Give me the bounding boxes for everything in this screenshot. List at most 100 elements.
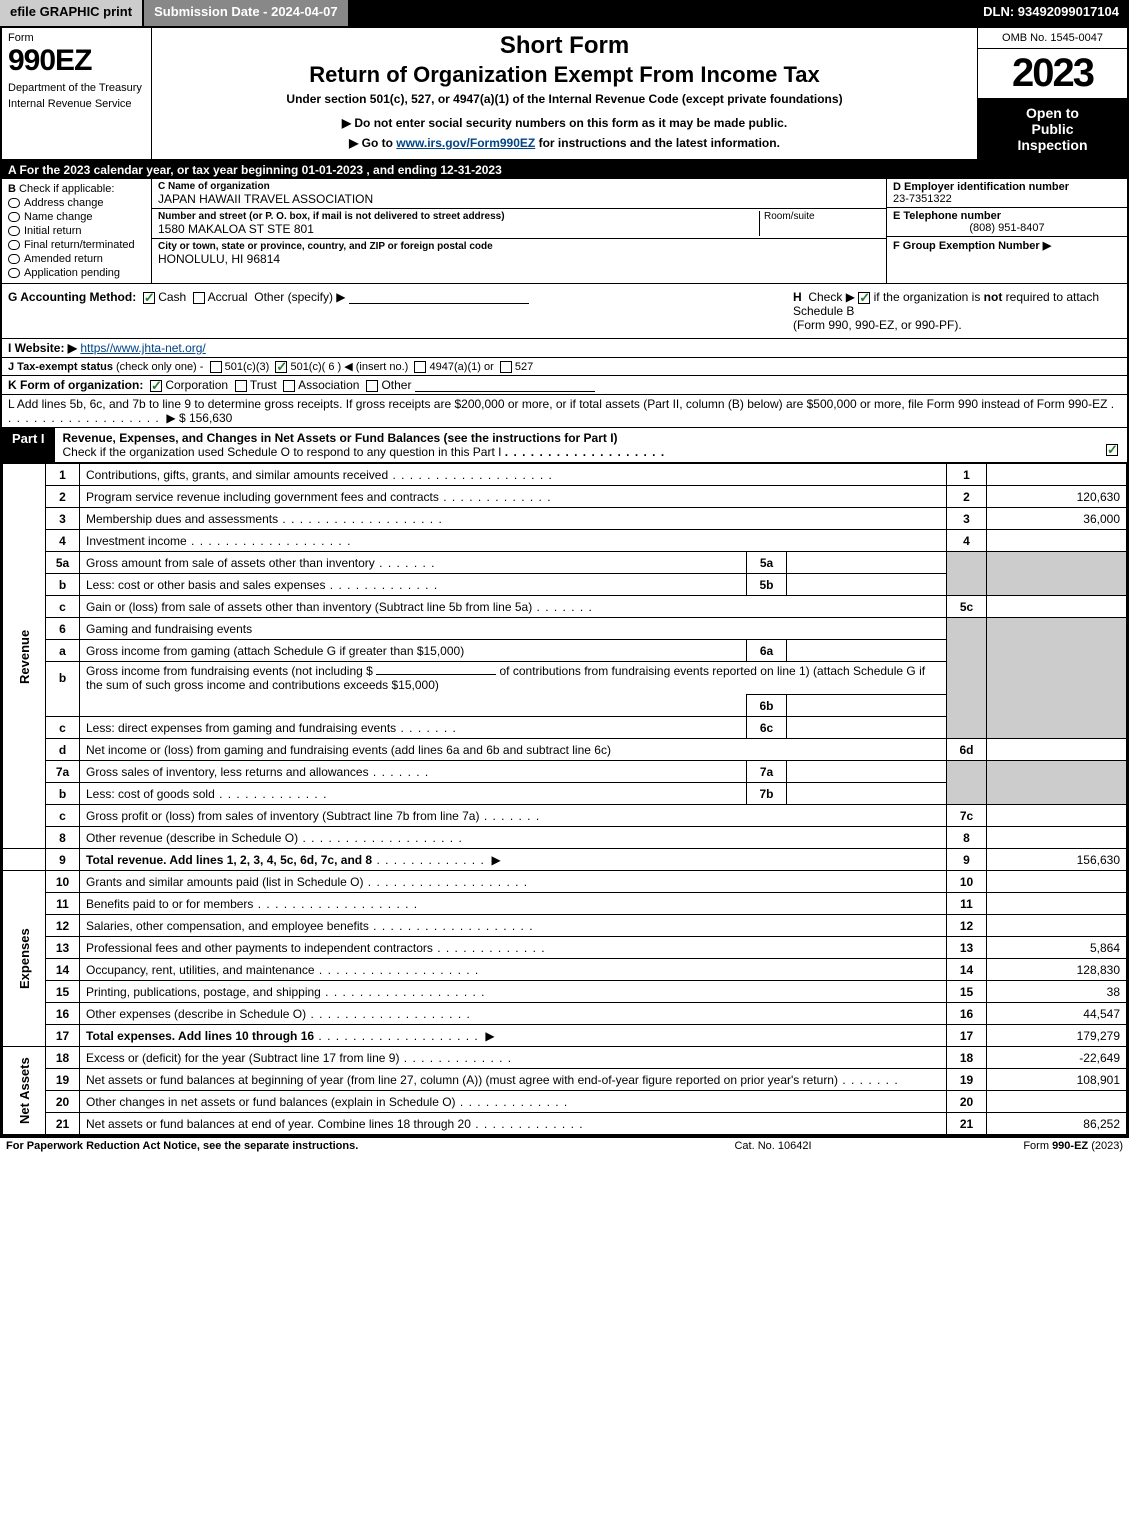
goto-link[interactable]: www.irs.gov/Form990EZ [396,136,535,150]
b-address-change[interactable]: Address change [8,197,145,209]
line-description: Other changes in net assets or fund bala… [80,1091,947,1113]
line-number: 20 [46,1091,80,1113]
k-trust-checkbox[interactable] [235,380,247,392]
mini-line-val [787,552,947,574]
line-number: 10 [46,871,80,893]
b-initial-return[interactable]: Initial return [8,225,145,237]
dots [278,512,443,526]
k-other-checkbox[interactable] [366,380,378,392]
line-description: Other expenses (describe in Schedule O) [80,1003,947,1025]
line-col-num: 9 [947,849,987,871]
k-assoc: Association [298,378,359,392]
goto-instructions: ▶ Go to www.irs.gov/Form990EZ for instru… [160,136,969,150]
line-description: Program service revenue including govern… [80,486,947,508]
dots [215,787,328,801]
j-527-checkbox[interactable] [500,361,512,373]
expenses-side-label: Expenses [3,871,46,1047]
g-other-fill[interactable] [349,303,529,304]
line-description: Less: cost or other basis and sales expe… [80,574,747,596]
gray-cell [987,552,1127,596]
org-name-block: C Name of organization JAPAN HAWAII TRAV… [152,179,886,209]
table-row: Revenue 1 Contributions, gifts, grants, … [3,464,1127,486]
line-col-num: 16 [947,1003,987,1025]
table-row: 3 Membership dues and assessments 3 36,0… [3,508,1127,530]
line-description: Salaries, other compensation, and employ… [80,915,947,937]
ein-value: 23-7351322 [893,193,1121,205]
section-d-e-f: D Employer identification number 23-7351… [887,179,1127,283]
city-label: City or town, state or province, country… [158,241,880,252]
line-col-num: 15 [947,981,987,1003]
gray-cell [947,552,987,596]
line-col-num: 21 [947,1113,987,1135]
table-row: 21 Net assets or fund balances at end of… [3,1113,1127,1135]
line-col-num: 18 [947,1047,987,1069]
line-col-num: 12 [947,915,987,937]
mini-line-num: 7b [747,783,787,805]
line-number: b [46,783,80,805]
dots [399,1051,512,1065]
line-amount [987,596,1127,618]
b-opt-label: Initial return [24,225,81,237]
line-description: Gross income from gaming (attach Schedul… [80,640,747,662]
header-left: Form 990EZ Department of the Treasury In… [2,28,152,159]
table-row: 20 Other changes in net assets or fund b… [3,1091,1127,1113]
line-amount [987,827,1127,849]
b-name-change[interactable]: Name change [8,211,145,223]
street-label: Number and street (or P. O. box, if mail… [158,211,755,222]
ssn-warning: ▶ Do not enter social security numbers o… [160,116,969,130]
j-501c-checkbox[interactable] [275,361,287,373]
b-amended-return[interactable]: Amended return [8,253,145,265]
k-corp-checkbox[interactable] [150,380,162,392]
part-1-schedule-o-check [1097,428,1127,462]
line-amount [987,893,1127,915]
page-footer: For Paperwork Reduction Act Notice, see … [0,1137,1129,1154]
h-checkbox[interactable] [858,292,870,304]
j-4947-checkbox[interactable] [414,361,426,373]
line-amount [987,464,1127,486]
dots [375,556,436,570]
g-other: Other (specify) ▶ [254,290,345,304]
line-number: 1 [46,464,80,486]
b-application-pending[interactable]: Application pending [8,267,145,279]
efile-print-button[interactable]: efile GRAPHIC print [0,0,144,26]
k-other-fill[interactable] [415,391,595,392]
checkbox-icon [8,240,20,250]
line-description: Gross income from fundraising events (no… [80,662,947,695]
line-number: 13 [46,937,80,959]
table-row: Expenses 10 Grants and similar amounts p… [3,871,1127,893]
table-row: 2 Program service revenue including gove… [3,486,1127,508]
schedule-o-checkbox[interactable] [1106,444,1118,456]
line-number: 7a [46,761,80,783]
h-text2: if the organization is [874,290,984,304]
b-final-return[interactable]: Final return/terminated [8,239,145,251]
line-amount: 156,630 [987,849,1127,871]
line-number: 2 [46,486,80,508]
gray-cell [987,618,1127,739]
phone-block: E Telephone number (808) 951-8407 [887,208,1127,237]
table-row: c Gross profit or (loss) from sales of i… [3,805,1127,827]
line-number: 17 [46,1025,80,1047]
header-right: OMB No. 1545-0047 2023 Open to Public In… [977,28,1127,159]
k-label: K Form of organization: [8,378,143,392]
g-accrual-checkbox[interactable] [193,292,205,304]
dots [433,941,546,955]
j-501c3-checkbox[interactable] [210,361,222,373]
footer-right-pre: Form [1023,1140,1052,1152]
l-amount: ▶ $ 156,630 [166,411,232,425]
line-amount [987,871,1127,893]
dots [187,534,352,548]
line-description: Grants and similar amounts paid (list in… [80,871,947,893]
line-text: Professional fees and other payments to … [86,941,433,955]
line-amount [987,530,1127,552]
line-text: Net assets or fund balances at beginning… [86,1073,838,1087]
line-description: Gaming and fundraising events [80,618,947,640]
k-trust: Trust [250,378,277,392]
line-description: Less: cost of goods sold [80,783,747,805]
line-description: Net assets or fund balances at end of ye… [80,1113,947,1135]
line-amount: 38 [987,981,1127,1003]
tax-year: 2023 [978,49,1127,99]
website-link[interactable]: https//www.jhta-net.org/ [80,341,205,355]
phone-label: E Telephone number [893,210,1121,222]
k-assoc-checkbox[interactable] [283,380,295,392]
g-cash-checkbox[interactable] [143,292,155,304]
